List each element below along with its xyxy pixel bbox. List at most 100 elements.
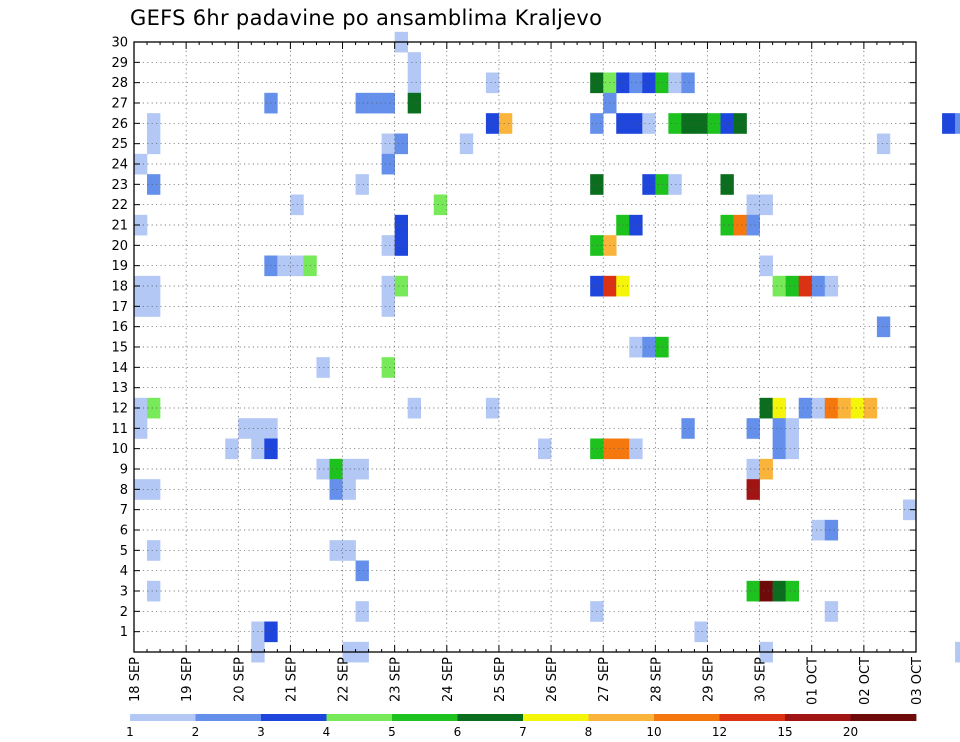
plot-frame (133, 41, 917, 653)
precip-cell (381, 133, 395, 155)
precip-cell (824, 397, 839, 419)
precip-cell (394, 214, 408, 236)
y-tick-label: 14 (111, 361, 128, 376)
y-tick-label: 22 (111, 198, 128, 213)
precip-cell (746, 418, 760, 439)
precip-cell (720, 174, 734, 195)
precip-cell (134, 214, 148, 236)
precip-cell (785, 275, 799, 297)
y-tick-label: 17 (111, 300, 128, 315)
precip-cell (759, 580, 773, 602)
precip-cell (147, 275, 161, 297)
precip-cell (746, 479, 760, 500)
precip-cell (134, 296, 148, 317)
colorbar-label: 20 (843, 725, 858, 739)
x-tick-label: 20 SEP (232, 657, 247, 702)
precip-cell (759, 255, 773, 277)
precip-cell (147, 133, 161, 155)
precip-cell (147, 580, 161, 602)
colorbar-swatch (326, 714, 393, 721)
y-tick-label: 8 (120, 483, 128, 498)
colorbar-swatch (392, 714, 458, 721)
colorbar-label: 10 (646, 725, 661, 739)
precip-cell (394, 275, 408, 297)
precip-cell (329, 479, 343, 500)
precip-cell (811, 397, 826, 419)
precip-cell (811, 275, 826, 297)
y-tick-label: 15 (111, 341, 128, 356)
precip-cell (485, 113, 500, 134)
x-tick-label: 03 OCT (910, 657, 925, 705)
precip-cell (459, 133, 474, 155)
precip-cell (355, 174, 369, 195)
colorbar-label: 12 (712, 725, 727, 739)
x-tick-label: 29 SEP (701, 657, 716, 702)
colorbar-swatch (523, 714, 589, 721)
colorbar-swatch (719, 714, 786, 721)
colorbar-swatch (195, 714, 262, 721)
y-tick-label: 6 (120, 524, 128, 539)
precip-cell (394, 133, 408, 155)
precip-cell (381, 357, 395, 378)
precip-cell (147, 479, 161, 500)
colorbar-label: 15 (777, 725, 792, 739)
x-tick-label: 30 SEP (754, 657, 769, 702)
precip-cell (955, 641, 960, 663)
precip-cell (759, 458, 773, 480)
precip-cell (355, 458, 369, 480)
precip-cell (407, 397, 422, 419)
x-tick-label: 22 SEP (337, 657, 352, 702)
colorbar-label: 8 (585, 725, 593, 739)
x-tick-label: 24 SEP (441, 657, 456, 702)
colorbar-label: 7 (519, 725, 527, 739)
precip-cell (316, 357, 330, 378)
precip-cell (681, 113, 695, 134)
precip-cell (733, 214, 747, 236)
precip-cell (655, 72, 669, 94)
precip-cell (746, 580, 760, 602)
precip-cell (707, 113, 721, 134)
x-tick-label: 02 OCT (858, 657, 873, 705)
precip-cell (694, 621, 708, 643)
precip-cell (837, 397, 852, 419)
precip-cell (381, 153, 395, 175)
precip-cell (329, 540, 343, 561)
precip-cell (733, 113, 747, 134)
y-tick-label: 30 (111, 36, 128, 51)
x-tick-label: 21 SEP (284, 657, 299, 702)
colorbar-label: 4 (323, 725, 331, 739)
precip-cell (798, 397, 813, 419)
precip-cell (538, 438, 552, 460)
y-tick-label: 24 (111, 158, 128, 173)
y-tick-label: 20 (111, 239, 128, 254)
x-tick-label: 28 SEP (649, 657, 664, 702)
x-tick-label: 25 SEP (493, 657, 508, 702)
precip-cell (407, 52, 422, 73)
y-tick-label: 28 (111, 76, 128, 91)
precip-cell (772, 418, 786, 439)
precip-cell (655, 336, 669, 358)
y-tick-label: 4 (120, 564, 128, 579)
precip-cell (134, 153, 148, 175)
y-tick-label: 13 (111, 381, 128, 396)
y-tick-label: 10 (111, 442, 128, 457)
precip-cell (759, 397, 773, 419)
y-tick-label: 23 (111, 178, 128, 193)
y-tick-label: 26 (111, 117, 128, 132)
colorbar-swatch (261, 714, 327, 721)
precip-cell (955, 113, 960, 134)
precipitation-cells (134, 31, 960, 663)
y-tick-label: 11 (111, 422, 128, 437)
precip-cell (785, 438, 799, 460)
precip-cell (746, 458, 760, 480)
y-tick-label: 2 (120, 605, 128, 620)
precip-cell (134, 418, 148, 439)
precip-cell (147, 397, 161, 419)
precip-cell (147, 540, 161, 561)
precip-cell (720, 214, 734, 236)
y-tick-label: 16 (111, 320, 128, 335)
y-tick-label: 25 (111, 137, 128, 152)
x-tick-label: 26 SEP (545, 657, 560, 702)
colorbar-legend: 1 2 3 4 5 6 7 8 10 12 15 20 (126, 714, 917, 739)
precip-cell (368, 92, 382, 114)
